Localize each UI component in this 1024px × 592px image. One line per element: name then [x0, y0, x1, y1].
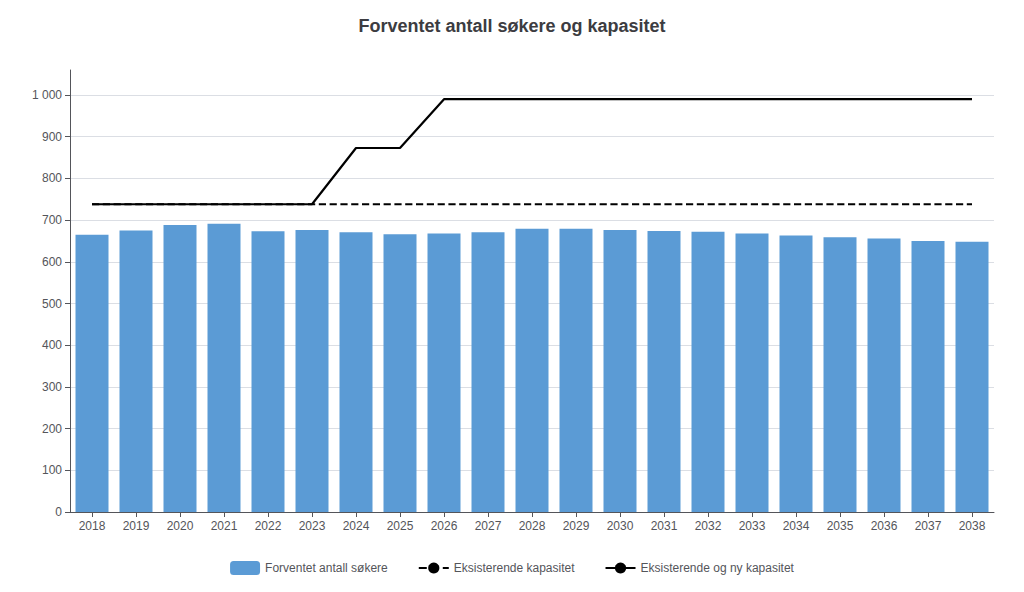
- svg-text:2018: 2018: [79, 519, 106, 533]
- svg-text:2032: 2032: [695, 519, 722, 533]
- svg-text:2035: 2035: [827, 519, 854, 533]
- svg-text:200: 200: [42, 422, 62, 436]
- svg-text:Eksisterende og ny kapasitet: Eksisterende og ny kapasitet: [641, 561, 795, 575]
- svg-text:800: 800: [42, 171, 62, 185]
- svg-text:400: 400: [42, 338, 62, 352]
- svg-text:Forventet antall søkere: Forventet antall søkere: [265, 561, 388, 575]
- svg-text:2034: 2034: [783, 519, 810, 533]
- svg-text:1 000: 1 000: [32, 88, 62, 102]
- svg-text:2037: 2037: [915, 519, 942, 533]
- svg-text:2029: 2029: [563, 519, 590, 533]
- svg-text:2019: 2019: [123, 519, 150, 533]
- svg-text:2038: 2038: [959, 519, 986, 533]
- svg-text:2033: 2033: [739, 519, 766, 533]
- svg-text:Eksisterende kapasitet: Eksisterende kapasitet: [454, 561, 575, 575]
- svg-text:2020: 2020: [167, 519, 194, 533]
- svg-text:2026: 2026: [431, 519, 458, 533]
- svg-text:2031: 2031: [651, 519, 678, 533]
- svg-text:300: 300: [42, 380, 62, 394]
- svg-text:2036: 2036: [871, 519, 898, 533]
- svg-text:500: 500: [42, 297, 62, 311]
- svg-text:2030: 2030: [607, 519, 634, 533]
- svg-text:2022: 2022: [255, 519, 282, 533]
- svg-text:2028: 2028: [519, 519, 546, 533]
- svg-text:100: 100: [42, 463, 62, 477]
- svg-text:2023: 2023: [299, 519, 326, 533]
- svg-text:700: 700: [42, 213, 62, 227]
- svg-text:2021: 2021: [211, 519, 238, 533]
- svg-text:2027: 2027: [475, 519, 502, 533]
- svg-text:900: 900: [42, 130, 62, 144]
- svg-text:0: 0: [55, 505, 62, 519]
- svg-text:600: 600: [42, 255, 62, 269]
- svg-text:2024: 2024: [343, 519, 370, 533]
- svg-text:Forventet antall søkere og kap: Forventet antall søkere og kapasitet: [358, 16, 665, 36]
- svg-text:2025: 2025: [387, 519, 414, 533]
